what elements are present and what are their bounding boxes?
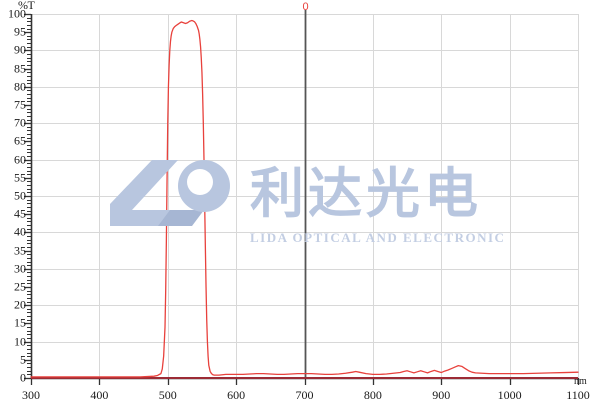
y-tick-label: 25: [14, 279, 26, 294]
y-tick-label: 0: [20, 370, 26, 385]
y-tick-label: 90: [14, 42, 26, 57]
y-tick-label: 65: [14, 133, 26, 148]
y-tick-label: 80: [14, 79, 26, 94]
x-tick-label: 800: [363, 388, 382, 402]
cursor-value-label: 0: [302, 1, 309, 13]
x-tick-label: 600: [227, 388, 246, 402]
x-tick-label: 1100: [566, 388, 590, 402]
data-series: [30, 19, 579, 378]
y-tick-label: 30: [14, 261, 26, 276]
x-tick-label: 700: [295, 388, 314, 402]
x-tick-label: 900: [432, 388, 451, 402]
y-tick-label: 60: [14, 152, 26, 167]
y-tick-label: 50: [14, 188, 26, 203]
y-tick-label: 15: [14, 315, 26, 330]
x-tick-label: 1000: [497, 388, 522, 402]
y-tick-label: 85: [14, 61, 26, 76]
x-tick-label: 400: [90, 388, 109, 402]
y-tick-label: 40: [14, 224, 26, 239]
x-axis-unit-label: nm: [574, 376, 587, 387]
x-tick-label: 500: [158, 388, 177, 402]
y-tick-label: 45: [14, 206, 26, 221]
y-tick-label: 10: [14, 334, 26, 349]
y-axis-unit-label: %T: [18, 0, 35, 12]
y-tick-label: 95: [14, 24, 26, 39]
x-tick-label: 300: [22, 388, 40, 402]
y-tick-label: 75: [14, 97, 26, 112]
axis-ticks: [24, 13, 580, 385]
y-tick-label: 100: [8, 6, 26, 21]
y-tick-label: 35: [14, 243, 26, 258]
y-tick-label: 55: [14, 170, 26, 185]
y-tick-label: 20: [14, 297, 26, 312]
y-tick-label: 5: [20, 352, 26, 367]
y-tick-label: 70: [14, 115, 26, 130]
